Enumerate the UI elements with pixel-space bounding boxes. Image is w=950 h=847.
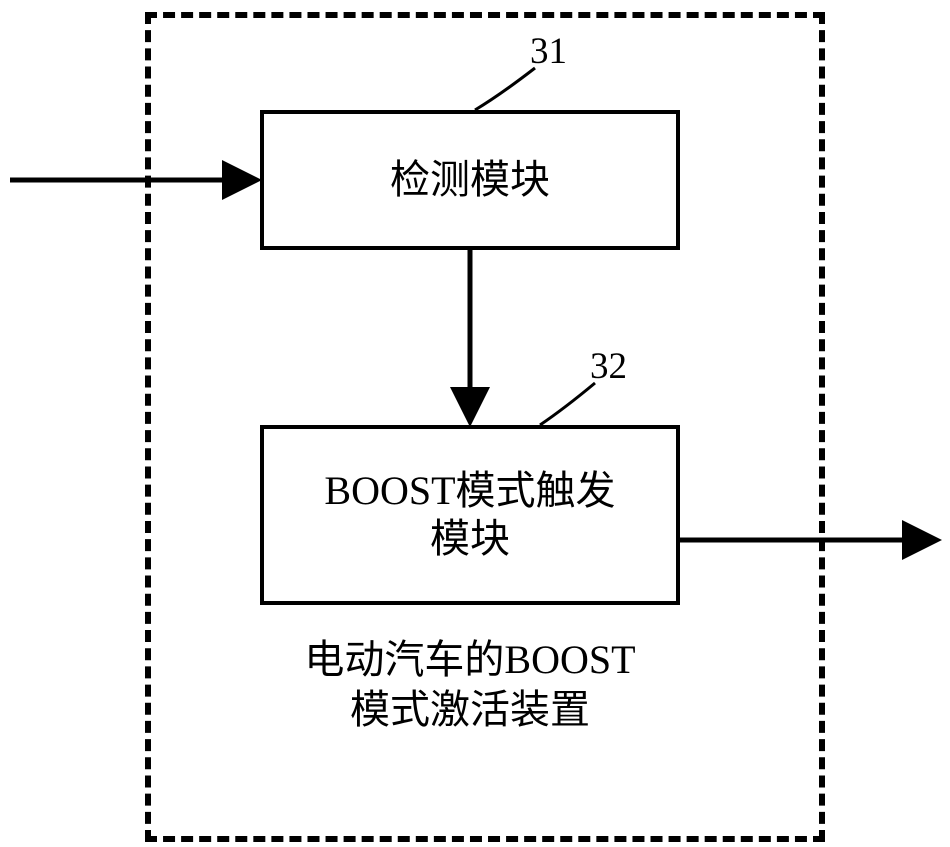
ref-label-31: 31 (530, 30, 567, 73)
diagram-caption: 电动汽车的BOOST 模式激活装置 (210, 635, 730, 735)
detect-module: 检测模块 (260, 110, 680, 250)
detect-module-label: 检测模块 (390, 156, 550, 204)
boost-trigger-module: BOOST模式触发 模块 (260, 425, 680, 605)
trigger-label-line2: 模块 (430, 516, 510, 561)
caption-line2: 模式激活装置 (350, 687, 590, 732)
diagram-canvas: 检测模块 BOOST模式触发 模块 电动汽车的BOOST 模式激活装置 31 3… (0, 0, 950, 847)
caption-line1: 电动汽车的BOOST (304, 637, 635, 682)
ref-label-32: 32 (590, 345, 627, 388)
trigger-label-line1: BOOST模式触发 (324, 468, 615, 513)
boost-trigger-module-label: BOOST模式触发 模块 (324, 467, 615, 563)
